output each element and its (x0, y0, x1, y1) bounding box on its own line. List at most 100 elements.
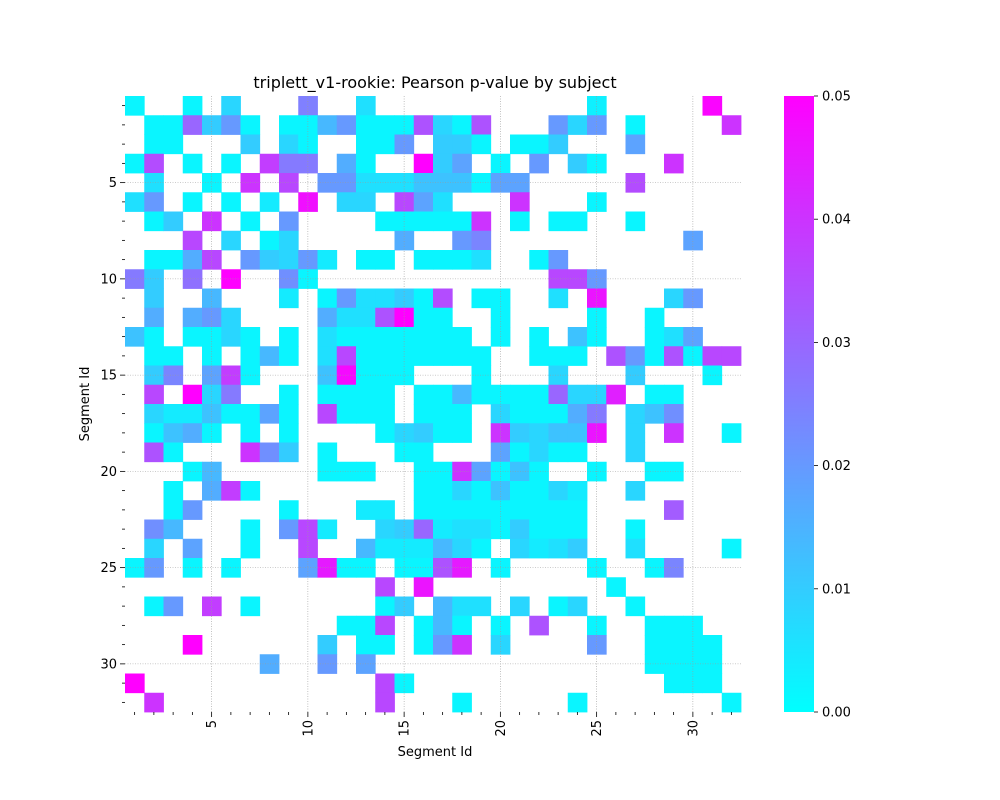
heatmap-cell (221, 96, 241, 116)
y-tick-label: 20 (100, 465, 117, 480)
heatmap-cell (144, 346, 164, 366)
heatmap-cell (144, 538, 164, 559)
heatmap-cell (317, 115, 338, 135)
heatmap-cell (587, 192, 607, 212)
heatmap-cell (394, 558, 415, 578)
heatmap-cell (683, 635, 703, 655)
heatmap-cell (144, 519, 164, 540)
heatmap-cell (510, 596, 530, 617)
heatmap-cell (548, 250, 569, 270)
heatmap-cell (240, 538, 261, 559)
heatmap-cell (510, 519, 530, 540)
heatmap-cell (279, 346, 299, 366)
heatmap-cell (356, 288, 376, 309)
heatmap-cell (452, 230, 472, 251)
heatmap-cell (279, 327, 299, 347)
heatmap-cell (625, 519, 646, 540)
heatmap-cell (298, 250, 318, 270)
heatmap-cell (567, 384, 588, 405)
heatmap-cell (279, 153, 299, 174)
colorbar-tick-label: 0.01 (822, 582, 851, 597)
heatmap-cell (471, 134, 492, 155)
heatmap-cell (163, 134, 184, 155)
heatmap-cell (567, 423, 588, 443)
colorbar-ticks: 0.00 0.01 0.02 0.03 0.04 0.05 (814, 90, 851, 721)
heatmap-cell (202, 365, 222, 386)
heatmap-cell (664, 673, 684, 694)
heatmap-cell (510, 423, 530, 443)
heatmap-cell (221, 404, 241, 424)
heatmap-cell (529, 153, 549, 174)
heatmap-cell (567, 692, 588, 713)
heatmap-cell (452, 558, 472, 578)
heatmap-cell (125, 153, 145, 174)
heatmap-cell (356, 327, 376, 347)
heatmap-cell (413, 173, 434, 193)
heatmap-cell (182, 384, 203, 405)
heatmap-cell (510, 384, 530, 405)
heatmap-cell (664, 384, 684, 405)
heatmap-cell (375, 404, 395, 424)
heatmap-cell (644, 461, 665, 482)
heatmap-cell (413, 153, 434, 174)
heatmap-cell (279, 404, 299, 424)
heatmap-cell (375, 519, 395, 540)
heatmap-cell (529, 442, 549, 463)
y-axis: 5 10 15 20 25 30 (100, 105, 125, 703)
heatmap-cell (259, 192, 280, 212)
heatmap-cell (625, 538, 646, 559)
heatmap-cell (182, 192, 203, 212)
heatmap-cell (644, 558, 665, 578)
colorbar-tick-label: 0.05 (822, 90, 851, 105)
heatmap-cell (240, 346, 261, 366)
heatmap-cell (279, 250, 299, 270)
heatmap-cell (548, 538, 569, 559)
x-tick-label: 20 (494, 720, 509, 737)
heatmap-cell (336, 346, 357, 366)
colorbar-tick-label: 0.00 (822, 706, 851, 721)
heatmap-cell (702, 654, 723, 674)
heatmap-cell (433, 288, 453, 309)
heatmap-cell (587, 115, 607, 135)
heatmap-cell (721, 692, 742, 713)
heatmap-cell (452, 635, 472, 655)
heatmap-cell (683, 615, 703, 636)
y-tick-label: 25 (100, 561, 117, 576)
heatmap-cell (356, 635, 376, 655)
heatmap-cell (490, 307, 511, 328)
heatmap-cell (452, 404, 472, 424)
heatmap-cell (413, 577, 434, 597)
heatmap-cell (567, 500, 588, 520)
heatmap-cell (413, 192, 434, 212)
heatmap-cell (433, 134, 453, 155)
heatmap-cell (279, 134, 299, 155)
heatmap-cell (221, 384, 241, 405)
heatmap-cell (240, 327, 261, 347)
heatmap-cell (529, 519, 549, 540)
heatmap-cell (182, 250, 203, 270)
heatmap-cell (664, 327, 684, 347)
heatmap-cell (702, 346, 723, 366)
heatmap-cell (606, 346, 626, 366)
heatmap-cell (548, 481, 569, 501)
heatmap-cell (336, 615, 357, 636)
heatmap-cell (510, 442, 530, 463)
heatmap-cell (317, 461, 338, 482)
heatmap-cell (452, 596, 472, 617)
heatmap-cell (202, 173, 222, 193)
heatmap-cell (279, 442, 299, 463)
heatmap-cell (510, 173, 530, 193)
heatmap-cell (221, 153, 241, 174)
heatmap-cell (279, 519, 299, 540)
heatmap-cell (644, 307, 665, 328)
heatmap-cell (452, 384, 472, 405)
heatmap-cell (279, 288, 299, 309)
heatmap-cell (433, 538, 453, 559)
heatmap-cell (452, 250, 472, 270)
heatmap-cell (548, 442, 569, 463)
colorbar (784, 96, 814, 712)
heatmap-cell (721, 538, 742, 559)
heatmap-cell (144, 192, 164, 212)
heatmap-cell (221, 230, 241, 251)
heatmap-cell (375, 346, 395, 366)
